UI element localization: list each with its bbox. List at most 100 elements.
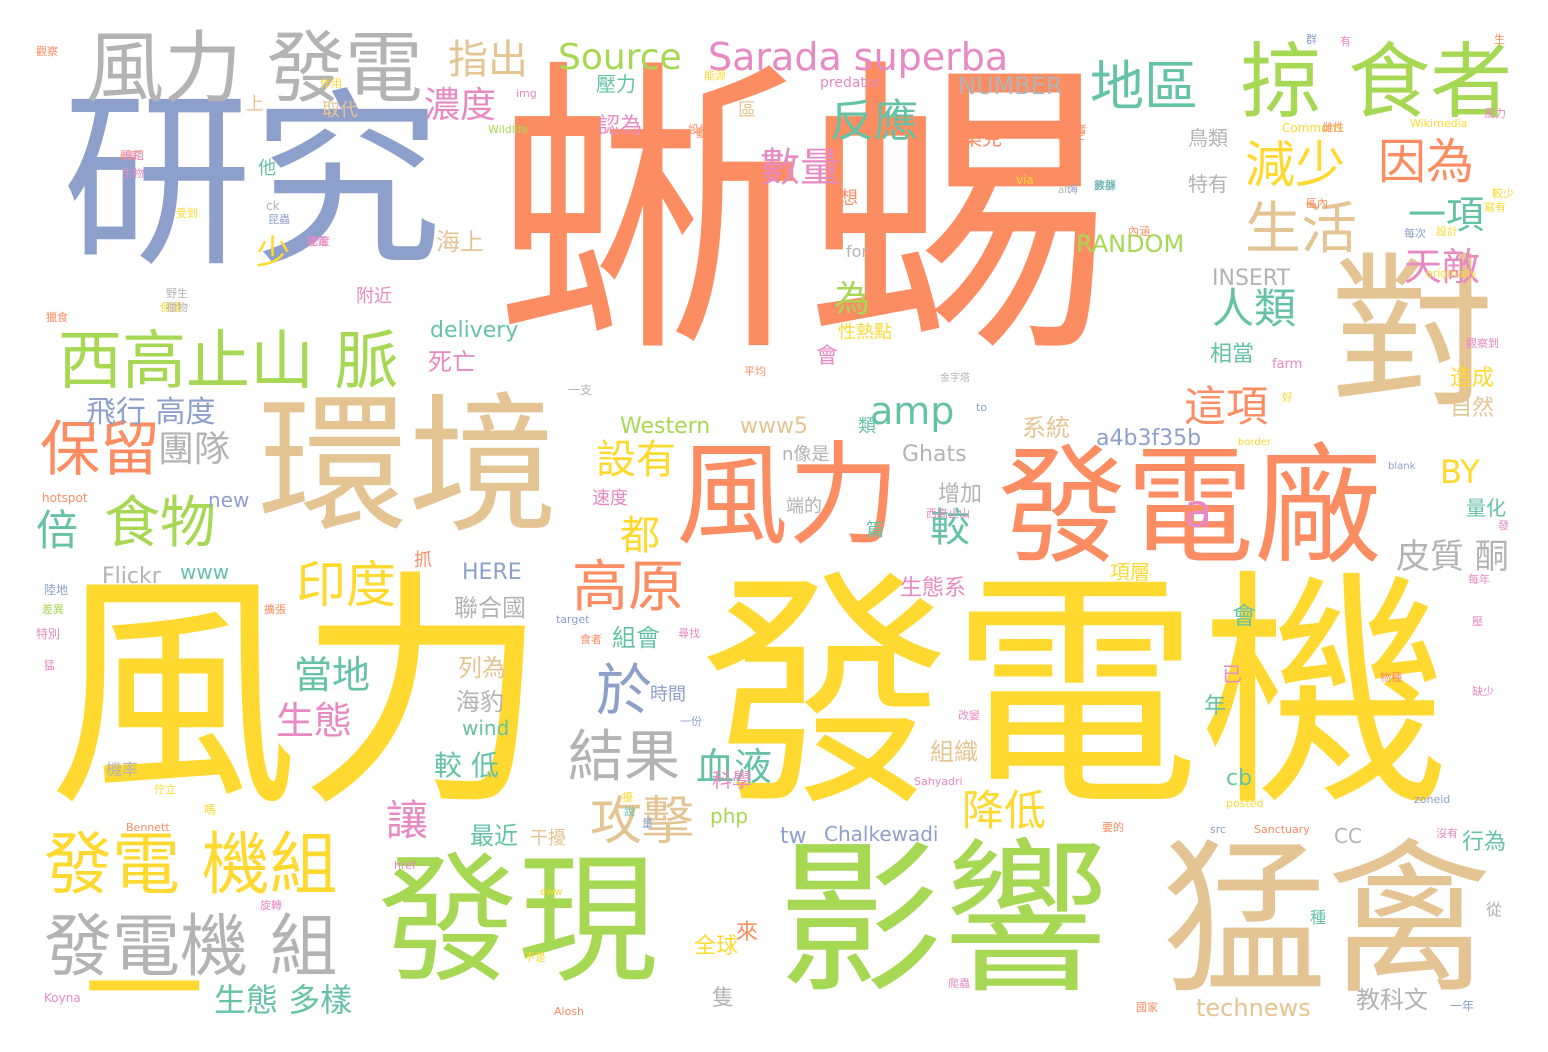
word-population: 族群 — [1094, 179, 1116, 192]
word-new: new — [208, 488, 250, 512]
word-a: a — [1184, 484, 1213, 538]
word-special: 特別 — [36, 627, 61, 641]
word-fewer: 較少 — [1492, 187, 1514, 200]
word-design: 設計 — [1436, 225, 1458, 238]
word-country: 國家 — [1136, 1001, 1158, 1014]
word-cb: cb — [1226, 766, 1253, 791]
word-raptor: 猛禽 — [1162, 824, 1492, 1016]
word-animal: 動物 — [696, 127, 718, 140]
word-one-branch: 一支 — [568, 383, 593, 397]
word-cc: CC — [1334, 824, 1362, 848]
word-endemic: 特有 — [1188, 172, 1228, 196]
word-needed: 要的 — [1102, 821, 1124, 834]
word-year: 年 — [1204, 694, 1227, 719]
word-pyramid: 金字塔 — [940, 373, 970, 384]
word-to: 對 — [1330, 238, 1495, 430]
word-fierce: 猛 — [44, 659, 55, 672]
word-wind-tiny: 風力 — [1484, 107, 1506, 120]
word-sea: 海 — [1068, 185, 1078, 196]
word-flickr: Flickr — [102, 564, 161, 589]
word-stand: 佇立 — [154, 783, 176, 796]
word-each-time: 每次 — [1404, 227, 1426, 240]
word-lack: 缺少 — [1472, 685, 1494, 698]
word-one-year: 一年 — [1450, 999, 1475, 1013]
word-emit: 發 — [1498, 519, 1509, 532]
word-ecology: 生態 — [276, 699, 353, 743]
word-science: 科學 — [712, 768, 752, 792]
word-receive: 受到 — [176, 207, 198, 220]
word-density: 密度 — [308, 235, 330, 248]
word-none: 沒有 — [1436, 827, 1458, 840]
word-increase: 增加 — [938, 482, 983, 507]
word-src: src — [1210, 823, 1227, 836]
word-hash: a4b3f35b — [1096, 426, 1202, 451]
word-article: 篇 — [866, 520, 884, 541]
word-technews: technews — [1196, 994, 1311, 1022]
word-natural-enemy: 天敵 — [1404, 245, 1481, 289]
word-blank: blank — [1388, 461, 1416, 472]
word-system: 系統 — [1022, 414, 1070, 442]
word-discover: 發現 — [378, 840, 659, 1003]
word-top-layer: 項層 — [1110, 560, 1150, 584]
word-unit: 機組 — [122, 149, 144, 162]
word-united-nations: 聯合國 — [454, 594, 526, 622]
word-species: 種 — [1310, 908, 1327, 927]
word-originally: originally — [1426, 267, 1477, 280]
word-amp: amp — [870, 389, 955, 433]
word-generator-set: 發電 機組 — [44, 826, 338, 905]
word-catch: 抓 — [414, 550, 432, 571]
word-replace: 取代 — [322, 100, 358, 121]
word-chalkewadi: Chalkewadi — [824, 822, 939, 846]
word-decrease: 降低 — [962, 786, 1047, 835]
word-male: 雄性 — [1056, 123, 1078, 136]
word-www5: www5 — [740, 414, 808, 439]
word-hotspot: 性熱點 — [838, 322, 892, 343]
word-search: 尋找 — [678, 627, 700, 640]
word-hotspot-en: hotspot — [42, 491, 88, 505]
word-number: NUMBER — [958, 72, 1063, 100]
word-koyna: Koyna — [44, 991, 81, 1005]
word-lower: 較 低 — [434, 749, 499, 782]
word-life: 生 — [1494, 33, 1505, 46]
word-generate: 發電 — [306, 235, 328, 248]
word-insect: 昆蟲 — [268, 213, 290, 226]
word-recent: 最近 — [470, 822, 518, 850]
word-generator-unit: 發電機 組 — [44, 908, 338, 987]
word-disturb: 擾 — [622, 791, 633, 804]
word-times: 倍 — [36, 506, 79, 555]
word-wikimedia: Wikimedia — [1410, 117, 1468, 130]
word-renewable: 可再生 — [1052, 129, 1085, 142]
word-nature: 自然 — [1450, 396, 1495, 421]
word-biodiversity: 生態 多樣 — [214, 981, 353, 1019]
word-female: 雌性 — [1322, 121, 1344, 134]
word-live: 生活 — [1245, 197, 1357, 262]
word-quantify: 量化 — [1466, 496, 1506, 520]
word-alosh: Alosh — [554, 1005, 585, 1018]
word-href: href — [394, 859, 416, 872]
word-research-tiny: 研究 — [120, 149, 142, 162]
word-corticosterone: 皮質 酮 — [1396, 537, 1509, 577]
word-research: 研究 — [62, 72, 443, 293]
word-php: php — [710, 804, 749, 828]
word-say: 說 — [624, 805, 635, 818]
word-data: 數據 — [1094, 179, 1116, 192]
word-insert: INSERT — [1212, 266, 1290, 291]
word-count: 隻 — [712, 986, 735, 1011]
word-reaction: 反應 — [830, 96, 918, 147]
word-wind-mid: 風力 — [676, 431, 900, 561]
word-ecosystem: 生態系 — [900, 576, 967, 601]
word-for-en: for — [846, 242, 868, 261]
word-local: 當地 — [294, 653, 371, 697]
word-eater: 食者 — [580, 633, 602, 646]
word-target: target — [556, 613, 590, 626]
word-because: 因為 — [1378, 134, 1475, 190]
word-border: border — [1238, 437, 1272, 448]
word-like: n像是 — [782, 444, 830, 465]
word-sank: 桑克 — [962, 126, 1002, 150]
word-concentration: 濃度 — [424, 85, 497, 126]
word-time: 時間 — [650, 684, 686, 705]
word-seal: 海豹 — [456, 688, 504, 716]
word-type: 類 — [858, 416, 876, 437]
word-blood: 血液 — [696, 745, 773, 789]
word-here: HERE — [462, 560, 522, 585]
